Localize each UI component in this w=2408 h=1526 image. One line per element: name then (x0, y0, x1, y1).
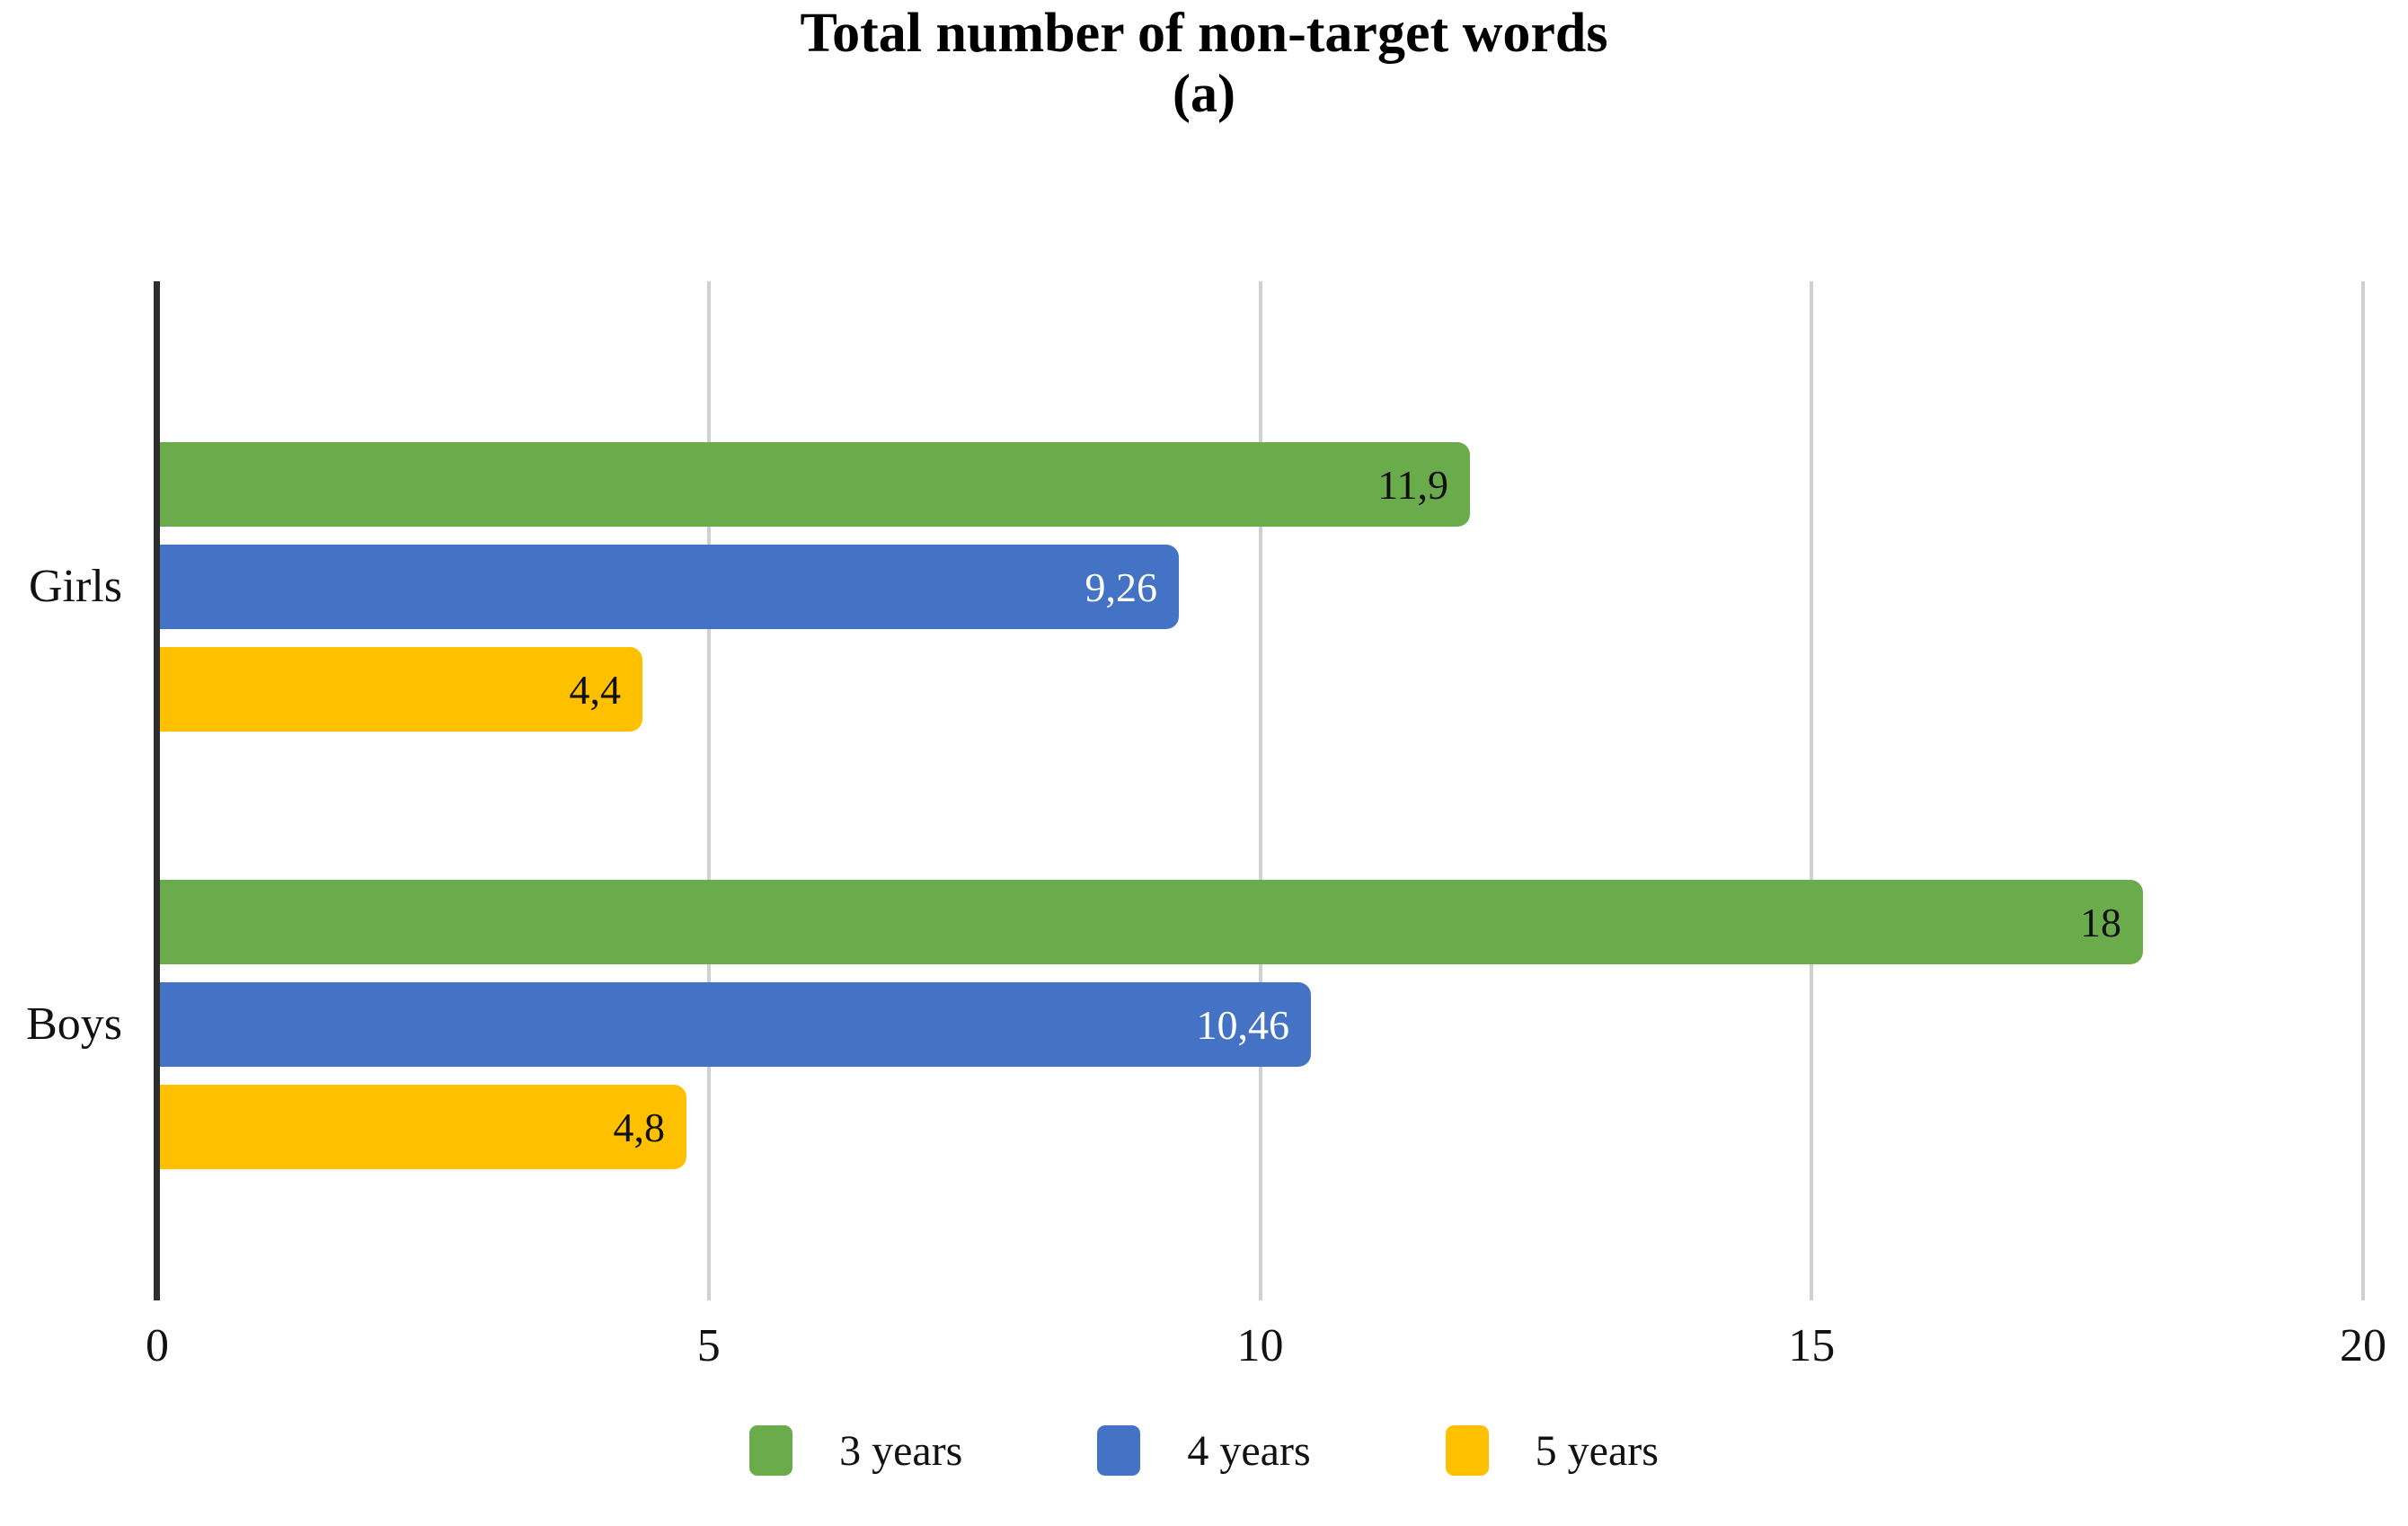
x-tick-label-5: 5 (696, 1320, 721, 1371)
gridline-10 (1258, 281, 1262, 1300)
bar-boys-4-years: 10,46 (160, 982, 1311, 1067)
bar-value-label: 4,4 (569, 666, 622, 713)
x-axis-zero-line (154, 281, 160, 1300)
bar-girls-3-years: 11,9 (160, 442, 1470, 527)
chart-subtitle: (a) (1173, 64, 1235, 123)
bar-value-label: 9,26 (1084, 563, 1158, 610)
bar-value-label: 11,9 (1377, 461, 1448, 508)
legend-swatch-3-years (749, 1425, 793, 1476)
bar-value-label: 4,8 (613, 1104, 666, 1150)
bar-boys-5-years: 4,8 (160, 1085, 686, 1169)
chart-title: Total number of non-target words (800, 3, 1608, 64)
bar-value-label: 18 (2080, 899, 2121, 945)
bar-boys-3-years: 18 (160, 880, 2143, 964)
legend-label-4-years: 4 years (1187, 1426, 1311, 1475)
legend-item-3-years: 3 years (749, 1425, 962, 1476)
bar-value-label: 10,46 (1196, 1001, 1290, 1048)
x-tick-label-15: 15 (1788, 1320, 1836, 1371)
x-tick-label-20: 20 (2340, 1320, 2386, 1371)
legend-swatch-5-years (1445, 1425, 1489, 1476)
legend-item-4-years: 4 years (1097, 1425, 1311, 1476)
x-tick-label-0: 0 (146, 1320, 169, 1371)
legend: 3 years 4 years 5 years (0, 1425, 2408, 1476)
legend-label-3-years: 3 years (839, 1426, 963, 1475)
bar-girls-5-years: 4,4 (160, 647, 642, 732)
bar-girls-4-years: 9,26 (160, 545, 1179, 629)
gridline-20 (2361, 281, 2365, 1300)
category-label-girls: Girls (29, 561, 122, 612)
gridline-5 (706, 281, 711, 1300)
category-label-boys: Boys (26, 998, 122, 1050)
legend-item-5-years: 5 years (1445, 1425, 1659, 1476)
x-tick-label-10: 10 (1236, 1320, 1284, 1371)
gridline-15 (1810, 281, 1814, 1300)
legend-swatch-4-years (1097, 1425, 1141, 1476)
legend-label-5-years: 5 years (1535, 1426, 1659, 1475)
